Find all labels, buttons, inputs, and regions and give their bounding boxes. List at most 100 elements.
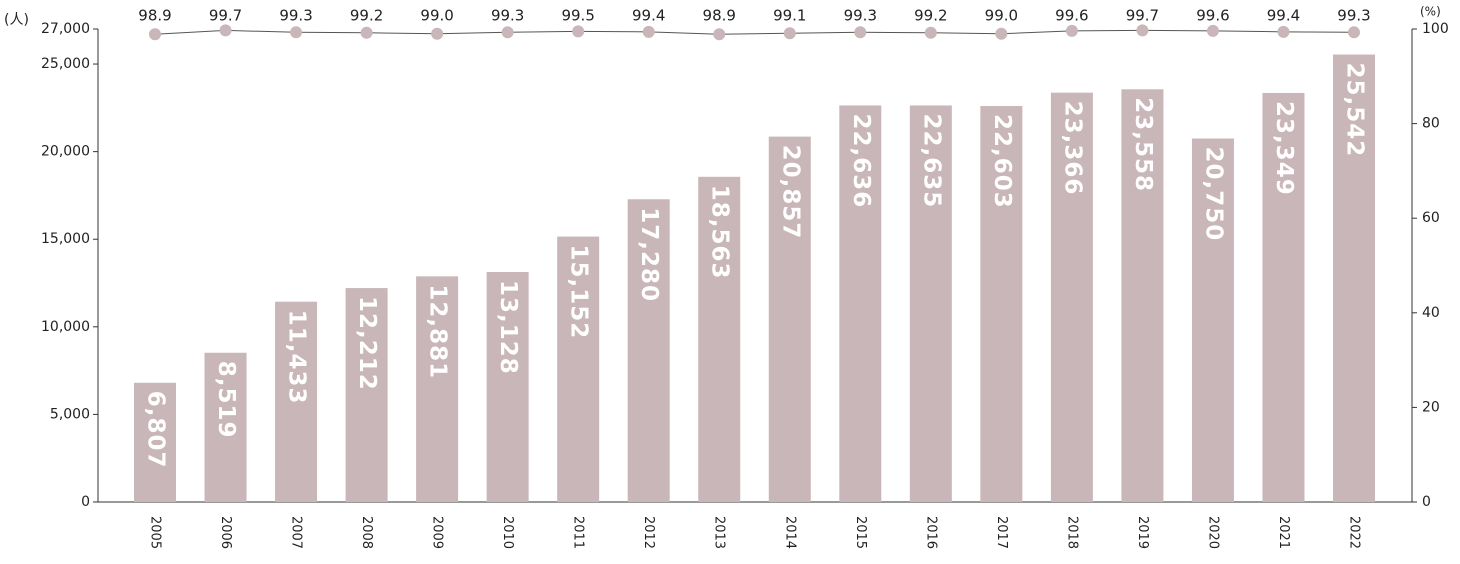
y2-tick-label: 40 — [1422, 305, 1440, 321]
marker — [713, 28, 726, 41]
line-label: 99.3 — [844, 7, 877, 25]
bar — [980, 106, 1023, 502]
bar-label: 12,881 — [425, 284, 451, 379]
marker — [854, 26, 867, 39]
x-tick-label: 2007 — [289, 516, 304, 549]
bar-label: 23,366 — [1059, 101, 1085, 196]
bar — [1262, 92, 1305, 502]
bar — [627, 199, 670, 502]
bar-label: 22,635 — [918, 113, 944, 208]
y-tick-label: 10,000 — [41, 319, 90, 335]
y-tick-label: 20,000 — [41, 144, 90, 160]
marker — [149, 28, 161, 41]
line-label: 99.3 — [279, 7, 312, 25]
bar-label: 15,152 — [566, 245, 592, 340]
bar-label: 20,750 — [1200, 146, 1226, 241]
bar — [839, 105, 882, 503]
x-tick-label: 2011 — [571, 516, 586, 549]
bar — [204, 352, 247, 502]
marker — [783, 27, 796, 40]
x-tick-label: 2012 — [641, 516, 656, 549]
bar-label: 11,433 — [284, 310, 310, 405]
bar — [909, 105, 952, 503]
x-tick-label: 2006 — [218, 516, 233, 549]
marker — [924, 26, 937, 39]
marker — [1065, 24, 1078, 37]
line-label: 99.4 — [632, 7, 665, 25]
line-label: 99.0 — [985, 7, 1018, 25]
x-tick-label: 2005 — [148, 516, 163, 549]
x-tick-label: 2010 — [500, 516, 515, 549]
x-tick-label: 2014 — [782, 516, 797, 549]
bar-label: 22,636 — [848, 113, 874, 208]
line-label: 99.2 — [914, 7, 947, 25]
x-tick-label: 2021 — [1276, 516, 1291, 549]
line-label: 99.4 — [1267, 7, 1300, 25]
bar — [698, 176, 741, 502]
line-label: 98.9 — [703, 7, 736, 25]
y2-tick-label: 100 — [1422, 21, 1449, 37]
y-tick-label: 5,000 — [50, 406, 90, 422]
line-label: 99.3 — [1337, 7, 1370, 25]
line-label: 99.0 — [420, 7, 453, 25]
marker — [1277, 25, 1290, 38]
line-label: 99.2 — [350, 7, 383, 25]
y-tick-label: 25,000 — [41, 56, 90, 72]
x-tick-label: 2013 — [712, 516, 727, 549]
bar-label: 20,857 — [777, 145, 803, 240]
bar — [275, 301, 318, 502]
y-tick-label: 27,000 — [41, 21, 90, 37]
marker — [1206, 24, 1219, 37]
line-label: 98.9 — [138, 7, 171, 25]
marker — [431, 27, 444, 40]
marker — [290, 26, 303, 39]
bar-label: 23,349 — [1271, 101, 1297, 196]
bar — [1050, 92, 1093, 502]
bar-label: 25,542 — [1342, 63, 1368, 158]
line-label: 99.6 — [1055, 7, 1088, 25]
bar — [1191, 138, 1234, 503]
marker — [1136, 24, 1149, 37]
y2-tick-label: 0 — [1422, 494, 1431, 510]
line-label: 99.7 — [1126, 7, 1159, 25]
y2-tick-label: 20 — [1422, 399, 1440, 415]
marker — [572, 25, 585, 38]
bar — [557, 236, 600, 503]
y-unit: (人) — [4, 12, 29, 28]
x-tick-label: 2015 — [853, 516, 868, 549]
line-label: 99.3 — [491, 7, 524, 25]
bar-label: 12,212 — [354, 296, 380, 391]
line-label: 99.5 — [561, 7, 594, 25]
bar-label: 23,558 — [1130, 97, 1156, 192]
y-tick-label: 0 — [81, 494, 90, 510]
y2-tick-label: 60 — [1422, 210, 1440, 226]
marker — [1348, 26, 1361, 39]
marker — [360, 26, 373, 39]
x-tick-label: 2017 — [994, 516, 1009, 549]
bar-label: 18,563 — [707, 185, 733, 280]
y2-tick-label: 80 — [1422, 116, 1440, 132]
marker — [995, 27, 1008, 40]
bar — [345, 288, 388, 502]
line — [154, 29, 1355, 35]
line-label: 99.1 — [773, 7, 806, 25]
x-tick-label: 2020 — [1205, 516, 1220, 549]
bar-label: 8,519 — [213, 361, 239, 439]
bar-label: 17,280 — [636, 207, 662, 302]
bar-label: 13,128 — [495, 280, 521, 375]
marker — [501, 26, 514, 39]
x-tick-label: 2018 — [1064, 516, 1079, 549]
bar — [486, 272, 529, 502]
x-tick-label: 2019 — [1135, 516, 1150, 549]
x-tick-label: 2016 — [923, 516, 938, 549]
x-tick-label: 2009 — [430, 516, 445, 549]
x-tick-label: 2022 — [1347, 516, 1362, 549]
line-label: 99.6 — [1196, 7, 1229, 25]
x-tick-label: 2008 — [359, 516, 374, 549]
marker — [219, 24, 232, 37]
bar — [768, 136, 811, 502]
bar-label: 6,807 — [143, 391, 169, 469]
bar — [416, 276, 459, 502]
bar — [134, 382, 176, 502]
